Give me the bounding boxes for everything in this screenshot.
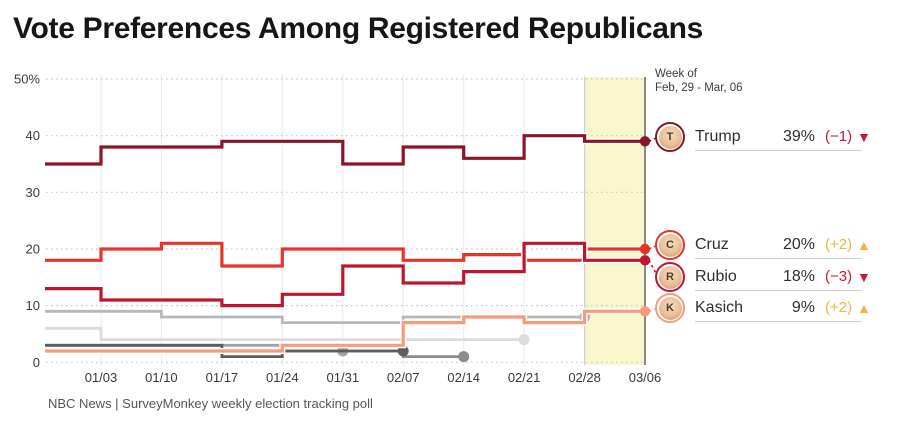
final-dot-trump (639, 136, 651, 147)
candidate-pct: 20% (782, 236, 815, 253)
candidate-name: Kasich (695, 299, 744, 316)
current-week-highlight-band (584, 77, 645, 365)
candidate-change: (−1) (825, 128, 853, 145)
candidate-legend: T Trump 39% (−1) ▼ C Cruz 20% (+2) ▲ R R… (640, 0, 900, 421)
y-axis-label: 40 (26, 128, 40, 143)
x-axis-label: 02/28 (568, 370, 601, 385)
y-axis-label: 10 (26, 298, 40, 313)
x-axis-label: 02/21 (508, 370, 541, 385)
legend-row-underline (695, 150, 862, 151)
line-other-candidate-e (45, 343, 404, 358)
legend-connector-cruz (648, 244, 659, 250)
page-title: Vote Preferences Among Registered Republ… (13, 12, 704, 45)
y-axis-label: 50% (14, 72, 40, 87)
week-annotation: Week of Feb, 29 - Mar, 06 (655, 67, 743, 95)
legend-row-kasich: K Kasich 9% (+2) ▲ (640, 293, 900, 323)
rubio-avatar: R (655, 262, 685, 292)
series-line-trump (45, 134, 645, 166)
y-axis-label: 30 (26, 185, 40, 200)
trump-avatar-initial: T (658, 125, 682, 149)
cruz-avatar-initial: C (658, 233, 682, 257)
legend-row-trump: T Trump 39% (−1) ▼ (640, 122, 900, 152)
week-annotation-line1: Week of (655, 68, 697, 80)
series-line-kasich (45, 309, 645, 353)
x-axis-label: 01/24 (266, 370, 299, 385)
candidate-pct: 18% (782, 268, 815, 285)
legend-row-cruz: C Cruz 20% (+2) ▲ (640, 230, 900, 260)
end-dot-other-candidate-d (458, 351, 470, 363)
y-axis-label: 20 (26, 242, 40, 257)
candidate-name: Trump (695, 128, 741, 145)
down-arrow-icon: ▼ (857, 129, 871, 145)
kasich-avatar: K (655, 293, 685, 323)
candidate-name: Cruz (695, 236, 729, 253)
x-axis-label: 01/17 (206, 370, 239, 385)
legend-connector-trump (648, 136, 659, 143)
legend-row-underline (695, 290, 862, 291)
candidate-pct: 39% (782, 128, 815, 145)
rubio-avatar-initial: R (658, 265, 682, 289)
candidate-name: Rubio (695, 268, 737, 285)
final-dot-rubio (639, 255, 651, 266)
x-axis-label: 03/06 (629, 370, 662, 385)
final-dot-kasich (639, 306, 651, 317)
up-arrow-icon: ▲ (857, 300, 871, 316)
legend-row-underline (695, 258, 862, 259)
final-dot-cruz (639, 243, 651, 255)
x-axis-label: 02/14 (447, 370, 480, 385)
up-arrow-icon: ▲ (857, 237, 871, 253)
legend-row-underline (695, 321, 862, 322)
end-dot-other-candidate-a (518, 334, 530, 346)
line-other-candidate-a (45, 326, 525, 341)
down-arrow-icon: ▼ (857, 269, 871, 285)
line-halo-rubio (45, 240, 645, 309)
candidate-change: (+2) (825, 236, 853, 253)
kasich-avatar-initial: K (658, 296, 682, 320)
legend-row-rubio: R Rubio 18% (−3) ▼ (640, 262, 900, 292)
candidate-change: (−3) (825, 268, 853, 285)
cruz-avatar: C (655, 230, 685, 260)
x-axis-label: 01/03 (85, 370, 118, 385)
trump-avatar: T (655, 122, 685, 152)
series-line-rubio (45, 241, 645, 308)
candidate-change: (+2) (825, 299, 853, 316)
line-halo-trump (45, 132, 645, 167)
y-axis-label: 0 (33, 355, 40, 370)
x-axis-label: 01/10 (145, 370, 178, 385)
x-axis-label: 01/31 (327, 370, 360, 385)
week-annotation-line2: Feb, 29 - Mar, 06 (655, 82, 743, 94)
line-halo-cruz (45, 240, 645, 269)
x-axis-label: 02/07 (387, 370, 420, 385)
source-credit: NBC News | SurveyMonkey weekly election … (48, 396, 373, 411)
candidate-pct: 9% (791, 299, 815, 316)
